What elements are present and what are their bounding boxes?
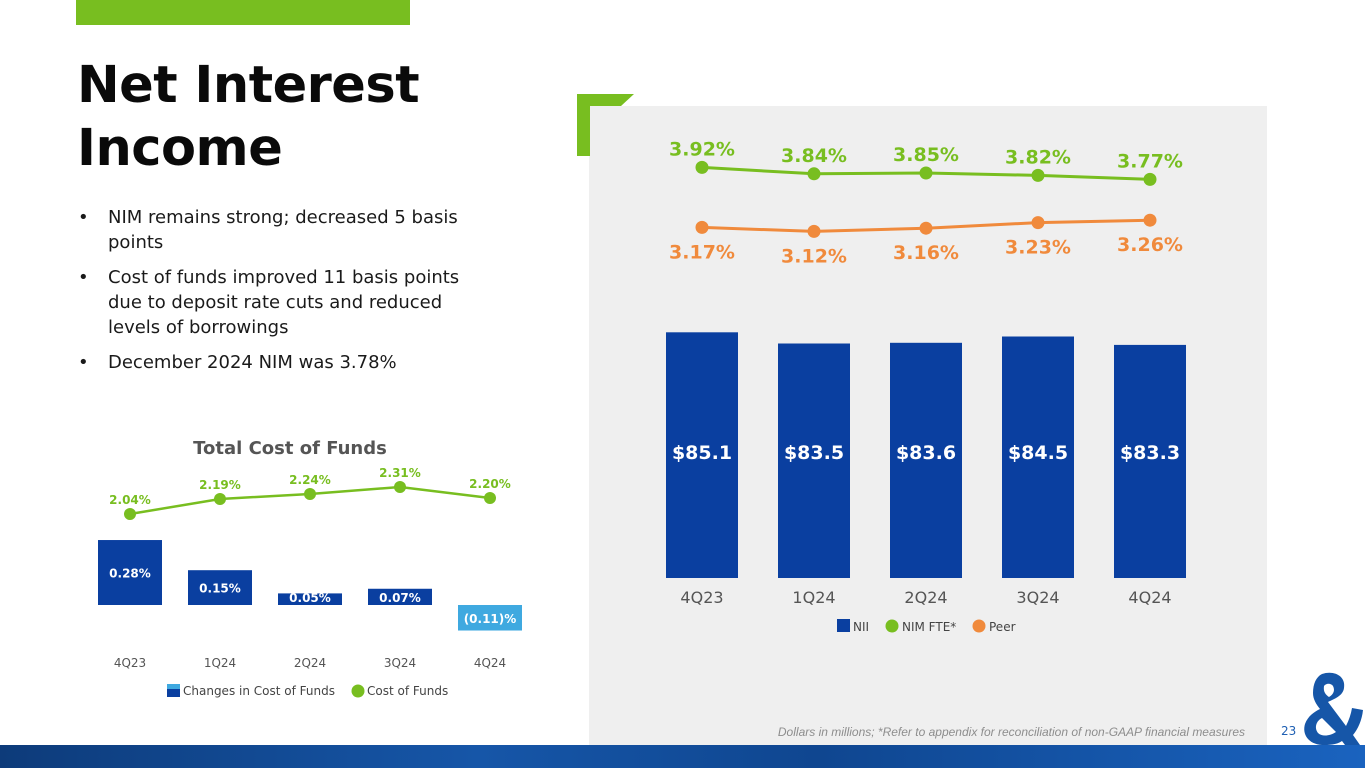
nim-label: 3.85% [893, 144, 959, 166]
nii-bar-label: $83.5 [784, 442, 844, 464]
cost-bar-label: 0.28% [109, 567, 151, 581]
nim-point [807, 167, 821, 181]
x-tick-label: 4Q23 [680, 588, 723, 607]
legend-label: Changes in Cost of Funds [183, 684, 335, 698]
page-title: Net Interest Income [77, 56, 420, 178]
footnote: Dollars in millions; *Refer to appendix … [777, 725, 1245, 739]
cost-x-tick-label: 4Q23 [114, 656, 146, 670]
cost-point [304, 488, 316, 500]
bullet-text: December 2024 NIM was 3.78% [108, 352, 397, 373]
bullet-dot-icon: • [78, 352, 89, 373]
nim-point [695, 160, 709, 174]
cost-line-label: 2.19% [199, 478, 241, 492]
peer-point [919, 221, 933, 235]
nim-point [1143, 172, 1157, 186]
peer-label: 3.17% [669, 241, 735, 263]
peer-label: 3.23% [1005, 237, 1071, 259]
nii-bar [778, 343, 850, 578]
peer-point [1031, 216, 1045, 230]
cost-bar [188, 570, 252, 605]
cost-bar-label: 0.07% [379, 591, 421, 605]
page-number: 23 [1281, 724, 1297, 738]
cost-line-label: 2.04% [109, 493, 151, 507]
cost-point [214, 493, 226, 505]
legend-label: Cost of Funds [367, 684, 448, 698]
nii-bar [1002, 336, 1074, 578]
peer-point [1143, 213, 1157, 227]
legend-swatch-peer [972, 619, 986, 633]
nim-point [1031, 168, 1045, 182]
legend-swatch-cost-of-funds [351, 684, 365, 698]
cost-line-label: 2.24% [289, 473, 331, 487]
cost-bar [278, 593, 342, 605]
nim-label: 3.92% [669, 138, 735, 160]
bullet-item: • NIM remains strong; decreased 5 basis p… [78, 205, 498, 255]
cost-bar-label: 0.15% [199, 582, 241, 596]
cost-of-funds-chart: Total Cost of Funds 0.28% 0.15% 0.05% 0.07% (… [98, 438, 522, 698]
nim-label: 3.77% [1117, 150, 1183, 172]
cost-point [394, 481, 406, 493]
ampersand-logo-icon [1304, 672, 1363, 745]
bullet-text: NIM remains strong; decreased 5 basis po… [108, 207, 458, 253]
nii-bar [1114, 344, 1186, 578]
peer-point [695, 220, 709, 234]
x-tick-label: 3Q24 [1016, 588, 1059, 607]
legend-swatch-nim [885, 619, 899, 633]
cost-chart-title: Total Cost of Funds [193, 438, 387, 459]
legend-swatch-changes-accent [167, 684, 180, 689]
peer-point [807, 224, 821, 238]
legend-swatch-nii [837, 619, 850, 632]
bullet-dot-icon: • [78, 267, 89, 288]
nii-bar-label: $85.1 [672, 442, 732, 464]
green-corner-bracket-icon [577, 94, 634, 156]
nii-bar-label: $83.3 [1120, 442, 1180, 464]
nii-bar [890, 342, 962, 578]
legend-label: NIM FTE* [902, 620, 956, 634]
bullet-item: • Cost of funds improved 11 basis points … [78, 265, 498, 340]
legend-label: NII [853, 620, 869, 634]
nim-label: 3.82% [1005, 146, 1071, 168]
cost-x-tick-label: 4Q24 [474, 656, 506, 670]
cost-bar-label: 0.05% [289, 591, 331, 605]
x-tick-label: 2Q24 [904, 588, 947, 607]
x-tick-label: 1Q24 [792, 588, 835, 607]
title-accent-bar [76, 0, 410, 25]
cost-bar [98, 540, 162, 605]
peer-label: 3.26% [1117, 234, 1183, 256]
x-tick-label: 4Q24 [1128, 588, 1171, 607]
nii-chart: $85.1 $83.5 $83.6 $84.5 $83.3 3.92% 3.84% 3.85%… [666, 138, 1186, 634]
bottom-band [0, 745, 1365, 768]
nii-bar [666, 332, 738, 578]
nii-bar-label: $83.6 [896, 442, 956, 464]
cost-point [124, 508, 136, 520]
nim-point [919, 166, 933, 180]
bullet-list: • NIM remains strong; decreased 5 basis p… [78, 205, 498, 385]
peer-label: 3.16% [893, 242, 959, 264]
cost-bar [368, 588, 432, 605]
cost-bar-label: (0.11)% [464, 612, 517, 626]
cost-point [484, 492, 496, 504]
bullet-item: • December 2024 NIM was 3.78% [78, 350, 498, 375]
nim-label: 3.84% [781, 145, 847, 167]
cost-bar [458, 605, 522, 631]
bullet-dot-icon: • [78, 207, 89, 228]
cost-line-label: 2.20% [469, 477, 511, 491]
cost-x-tick-label: 1Q24 [204, 656, 236, 670]
cost-line-label: 2.31% [379, 466, 421, 480]
peer-label: 3.12% [781, 245, 847, 267]
cost-x-tick-label: 3Q24 [384, 656, 416, 670]
bullet-text: Cost of funds improved 11 basis points d… [108, 267, 460, 338]
legend-label: Peer [989, 620, 1016, 634]
nii-bar-label: $84.5 [1008, 442, 1068, 464]
cost-x-tick-label: 2Q24 [294, 656, 326, 670]
